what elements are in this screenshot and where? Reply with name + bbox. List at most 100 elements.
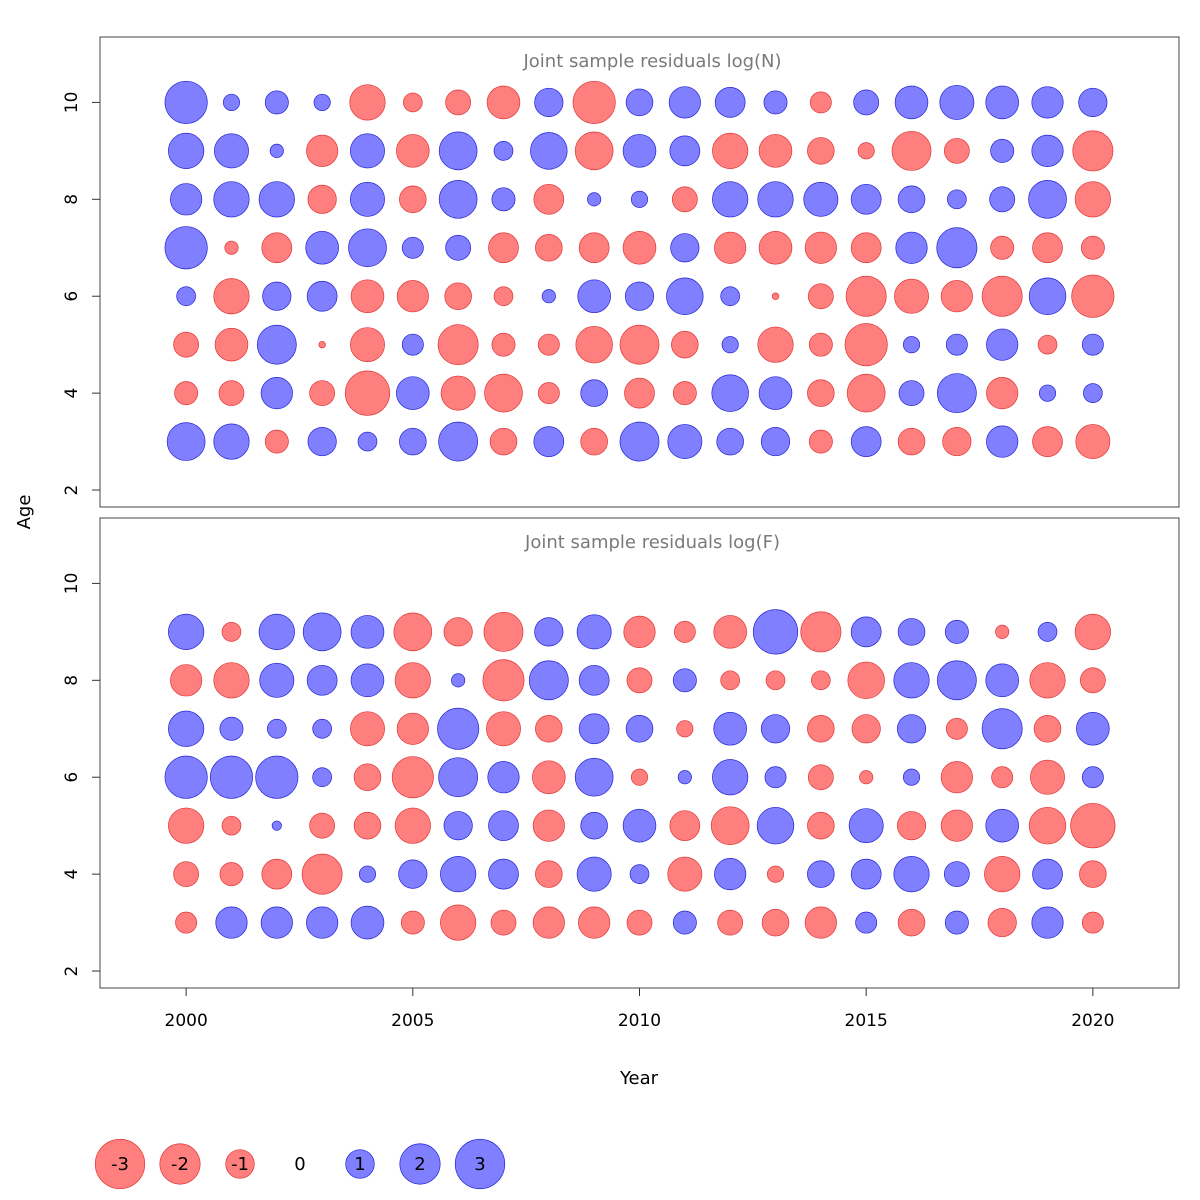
bubble — [668, 86, 701, 119]
bubble — [258, 613, 295, 650]
bubble — [897, 185, 926, 214]
bubble — [990, 235, 1015, 260]
bubble — [532, 760, 566, 795]
bubble — [1081, 766, 1104, 789]
bubble — [936, 660, 977, 701]
bubble — [942, 427, 972, 457]
bubble — [214, 327, 249, 362]
bubble — [488, 232, 519, 264]
bubble — [576, 614, 612, 650]
bubble — [577, 279, 611, 314]
bubble — [393, 612, 433, 652]
bubble — [399, 185, 427, 214]
bubble — [488, 858, 519, 890]
bubble — [897, 427, 926, 456]
bubble — [710, 806, 750, 846]
bubble — [671, 330, 699, 359]
bubble — [353, 811, 382, 840]
bubble — [575, 325, 613, 364]
bubble — [989, 186, 1016, 213]
bubble — [164, 755, 208, 799]
bubble — [712, 759, 749, 796]
bubble — [533, 183, 565, 215]
bubbles — [164, 609, 1116, 941]
bubble — [672, 910, 697, 935]
bubble — [670, 233, 700, 263]
bubble — [943, 137, 970, 164]
bubble — [269, 143, 284, 158]
bubble — [847, 661, 885, 700]
bubble — [720, 670, 741, 691]
x-tick-label: 2010 — [618, 1011, 661, 1031]
bubble — [261, 232, 293, 264]
bubble — [943, 861, 970, 888]
bubble — [350, 327, 385, 363]
bubble — [224, 240, 239, 255]
bubble — [986, 425, 1019, 458]
bubble — [1074, 181, 1111, 218]
bubble — [897, 908, 926, 937]
bubble — [445, 234, 472, 261]
bubble — [537, 333, 560, 356]
bubble — [488, 810, 519, 842]
bubble — [811, 670, 831, 691]
bubble — [1028, 806, 1067, 845]
bubble — [535, 234, 563, 262]
bubble — [222, 93, 241, 111]
bubble — [809, 91, 832, 114]
bubble — [302, 612, 342, 652]
bubble — [756, 806, 795, 845]
bubble — [630, 190, 649, 208]
bubble — [850, 183, 882, 215]
bubble — [218, 380, 245, 407]
bubble — [313, 93, 331, 111]
bubble — [164, 226, 208, 270]
bubble — [891, 130, 932, 171]
legend-item: 1 — [345, 1149, 375, 1179]
bubble — [264, 429, 289, 454]
bubble — [580, 379, 608, 407]
bubble — [984, 856, 1021, 893]
bubble — [672, 381, 697, 406]
bubble — [578, 664, 610, 696]
legend-bubble — [94, 1138, 146, 1190]
bubble — [1071, 274, 1115, 318]
bubble — [985, 808, 1019, 843]
bubble — [580, 427, 608, 456]
bubble — [305, 230, 339, 265]
x-tick-label: 2005 — [391, 1011, 434, 1031]
bubble — [444, 282, 472, 310]
bubble — [166, 422, 206, 461]
bubble — [532, 906, 565, 939]
bubble — [626, 667, 653, 694]
bubble — [219, 862, 244, 887]
bubble — [170, 664, 203, 697]
bubble — [301, 853, 343, 895]
x-axis-title: Year — [619, 1068, 659, 1089]
bubble — [807, 715, 835, 743]
axes: Year Age 2000 2005 2010 2015 2020 — [14, 495, 1114, 1089]
bubble — [400, 910, 425, 935]
bubble — [168, 807, 205, 844]
bubble — [669, 810, 701, 842]
bubble — [672, 668, 697, 693]
bubble — [1037, 334, 1058, 355]
bubble — [1072, 130, 1114, 172]
bubble — [667, 424, 703, 460]
bubble — [396, 712, 429, 745]
y-tick-label: 2 — [62, 485, 82, 496]
bubble — [619, 324, 660, 365]
bubble — [578, 232, 610, 264]
x-tick-label: 2000 — [165, 1011, 208, 1031]
bubble — [312, 767, 332, 788]
bubble — [443, 811, 473, 841]
bubble — [353, 763, 382, 791]
bubble — [1032, 232, 1063, 264]
bubble — [760, 427, 791, 457]
legend-item: 2 — [399, 1143, 441, 1185]
bubble — [209, 755, 254, 799]
bubble — [440, 904, 477, 941]
bubble — [358, 865, 377, 883]
bubble — [349, 84, 386, 121]
panel-1: Joint sample residuals log(N) 2 4 6 8 10 — [62, 36, 1180, 508]
